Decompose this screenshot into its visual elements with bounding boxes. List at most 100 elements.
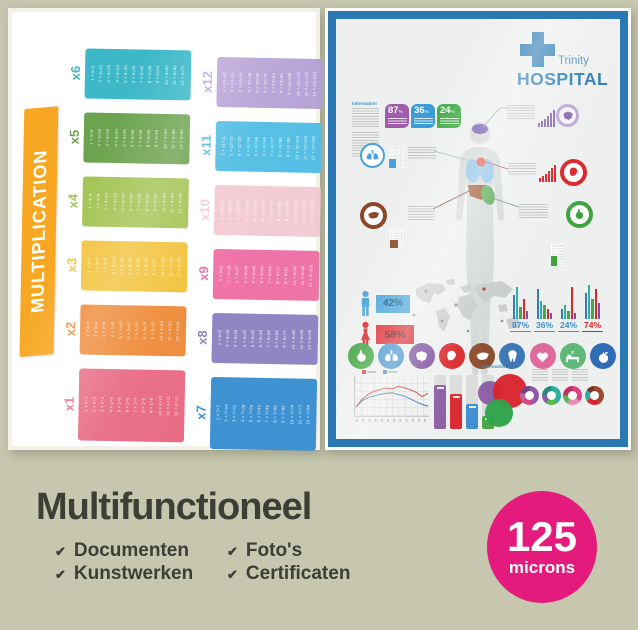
table-strip: 1×2=2 2×2=4 3×2=6 4×2=8 5×2=10 6×2=12 7×2=14 8×… <box>79 304 187 357</box>
multiplication-fact: 5×12=60 <box>254 72 260 93</box>
mini-bar <box>574 313 577 319</box>
multiplication-fact: 4×8=32 <box>241 329 247 348</box>
bar-fill <box>450 394 462 429</box>
multiplication-fact: 8×1=8 <box>140 398 146 414</box>
stair-bar <box>554 165 556 182</box>
multiplication-fact: 9×1=9 <box>148 398 155 414</box>
stat-badge: 36% <box>411 104 435 128</box>
multiplication-fact: 2×9=18 <box>226 265 232 284</box>
poster-blue-frame: Trinity HOSPITAL Information 87% 36% 24% <box>328 11 628 447</box>
table-strip: 1×8=8 2×8=16 3×8=24 4×8=32 5×8=40 6×8=48 7×8=5… <box>211 312 319 365</box>
bar-group-bars <box>558 281 579 319</box>
brain-callout-icon <box>556 104 579 127</box>
multiplication-table-x4: x4 1×4=4 2×4=8 3×4=12 4×4=16 5×4=20 6×4=24 7×4=… <box>65 176 189 229</box>
multiplication-table-x9: x9 1×9=9 2×9=18 3×9=27 4×9=36 5×9=45 6×9=54 7×9… <box>196 248 320 301</box>
stair-bar <box>553 110 555 127</box>
multiplication-fact: 11×3=33 <box>167 257 174 277</box>
bar-group-bars <box>534 281 555 319</box>
table-strip: 1×4=4 2×4=8 3×4=12 4×4=16 5×4=20 6×4=24 7×4=28… <box>82 176 189 229</box>
bar-group: 74% <box>582 281 603 332</box>
waffle-fill <box>389 159 396 168</box>
donut-chart <box>563 386 582 405</box>
multiplication-fact: 12×8=96 <box>306 329 312 350</box>
multiplication-table-x10: x10 1×10=10 2×10=20 3×10=30 4×10=40 5×10=50 6×… <box>197 184 321 237</box>
multiplication-table-x3: x3 1×3=3 2×3=6 3×3=9 4×3=12 5×3=15 6×3=18 7×3=2… <box>64 240 188 293</box>
mini-bar <box>570 287 574 319</box>
multiplication-fact: 10×3=30 <box>159 256 166 277</box>
multiplication-fact: 6×2=12 <box>125 321 132 340</box>
multiplication-fact: 3×7=21 <box>231 404 237 423</box>
multiplication-fact: 1×9=9 <box>218 266 224 282</box>
line-chart-legend <box>362 369 432 375</box>
multiplication-fact: 3×10=30 <box>235 200 241 221</box>
multiplication-fact: 2×10=20 <box>227 200 233 221</box>
brain-callout-chart <box>538 107 555 127</box>
multiplication-fact: 5×11=55 <box>253 136 259 157</box>
multiplication-table-x2: x2 1×2=2 2×2=4 3×2=6 4×2=8 5×2=10 6×2=12 7×2=14… <box>63 304 187 357</box>
feature-list-right: ✔ Foto's ✔ Certificaten <box>227 540 350 586</box>
multiplication-fact: 1×3=3 <box>86 258 92 274</box>
multiplication-fact: 8×6=48 <box>146 65 153 84</box>
multiplication-fact: 8×3=24 <box>143 257 149 276</box>
multiplication-fact: 7×1=7 <box>132 397 138 414</box>
multiplication-fact: 11×9=99 <box>299 265 306 286</box>
brain-callout-text <box>507 105 535 119</box>
multiplication-fact: 8×11=88 <box>277 137 283 158</box>
multiplication-table-x8: x8 1×8=8 2×8=16 3×8=24 4×8=32 5×8=40 6×8=48 7×8… <box>195 312 319 365</box>
table-label: x4 <box>65 193 81 209</box>
bar-track <box>466 375 478 429</box>
apple-icon <box>590 343 616 369</box>
donut-chart <box>584 386 604 405</box>
multiplication-fact: 9×5=45 <box>153 130 160 148</box>
heart-icon <box>529 343 556 369</box>
multiplication-fact: 12×9=108 <box>307 264 314 288</box>
bar-group-label: 36% <box>534 320 555 332</box>
venn-diagram <box>476 373 530 431</box>
multiplication-fact: 8×9=72 <box>275 266 281 284</box>
stat-badge-value: 24% <box>440 105 455 116</box>
multiplication-fact: 10×10=100 <box>292 199 299 224</box>
table-strip: 1×7=7 2×7=14 3×7=21 4×7=28 5×7=35 6×7=42 7×7=4… <box>209 376 318 451</box>
multiplication-fact: 12×11=132 <box>310 135 316 161</box>
multiplication-fact: 10×12=120 <box>295 71 301 96</box>
mini-bar <box>567 311 570 319</box>
multiplication-fact: 4×12=48 <box>246 72 252 93</box>
multiplication-table-x6: x6 1×6=6 2×6=12 3×6=18 4×6=24 5×6=30 6×6=36 7×6… <box>67 48 192 101</box>
information-heading: Information <box>352 101 377 106</box>
donut-chart-row <box>520 386 604 405</box>
multiplication-fact: 12×10=120 <box>309 199 315 225</box>
multiplication-fact: 9×10=90 <box>284 201 290 222</box>
table-strip: 1×11=11 2×11=22 3×11=33 4×11=44 5×11=55 6×11=… <box>215 120 323 174</box>
multiplication-fact: 6×3=18 <box>126 257 133 276</box>
multiplication-fact: 5×10=50 <box>251 200 258 221</box>
multiplication-fact: 6×7=42 <box>256 405 262 423</box>
venn-circle-green <box>485 399 513 427</box>
stat-badge-caption <box>440 117 459 125</box>
multiplication-fact: 10×4=40 <box>160 193 167 213</box>
lungs-icon <box>378 343 405 369</box>
legend-swatch <box>362 370 366 374</box>
table-label: x9 <box>196 266 212 282</box>
check-icon: ✔ <box>227 567 238 582</box>
multiplication-fact: 9×11=99 <box>285 137 292 158</box>
bar-chart <box>434 371 494 429</box>
multiplication-table-x11: x11 1×11=11 2×11=22 3×11=33 4×11=44 5×11=55 6×… <box>198 120 323 174</box>
multiplication-fact: 7×2=14 <box>133 321 140 340</box>
multiplication-fact: 12×4=48 <box>177 193 183 214</box>
medical-cross-icon <box>520 32 555 67</box>
multiplication-fact: 7×6=42 <box>138 65 145 84</box>
mini-bar <box>546 309 550 319</box>
brain-icon <box>408 343 435 369</box>
stat-badge-unit: % <box>424 109 429 114</box>
multiplication-table-x5: x5 1×5=5 2×5=10 3×5=15 4×5=20 5×5=25 6×5=30 7×5… <box>67 112 191 165</box>
multiplication-fact: 6×10=60 <box>260 200 266 221</box>
multiplication-fact: 8×8=64 <box>273 330 280 348</box>
stomach-callout-icon <box>566 201 593 228</box>
multiplication-fact: 3×6=18 <box>106 65 112 83</box>
liver-organ <box>468 185 486 200</box>
mini-bar <box>594 289 598 319</box>
line-chart-axis-labels <box>356 418 428 422</box>
thickness-value: 125 <box>506 513 578 560</box>
multiplication-fact: 10×2=20 <box>158 320 164 341</box>
table-label: x6 <box>67 65 84 81</box>
